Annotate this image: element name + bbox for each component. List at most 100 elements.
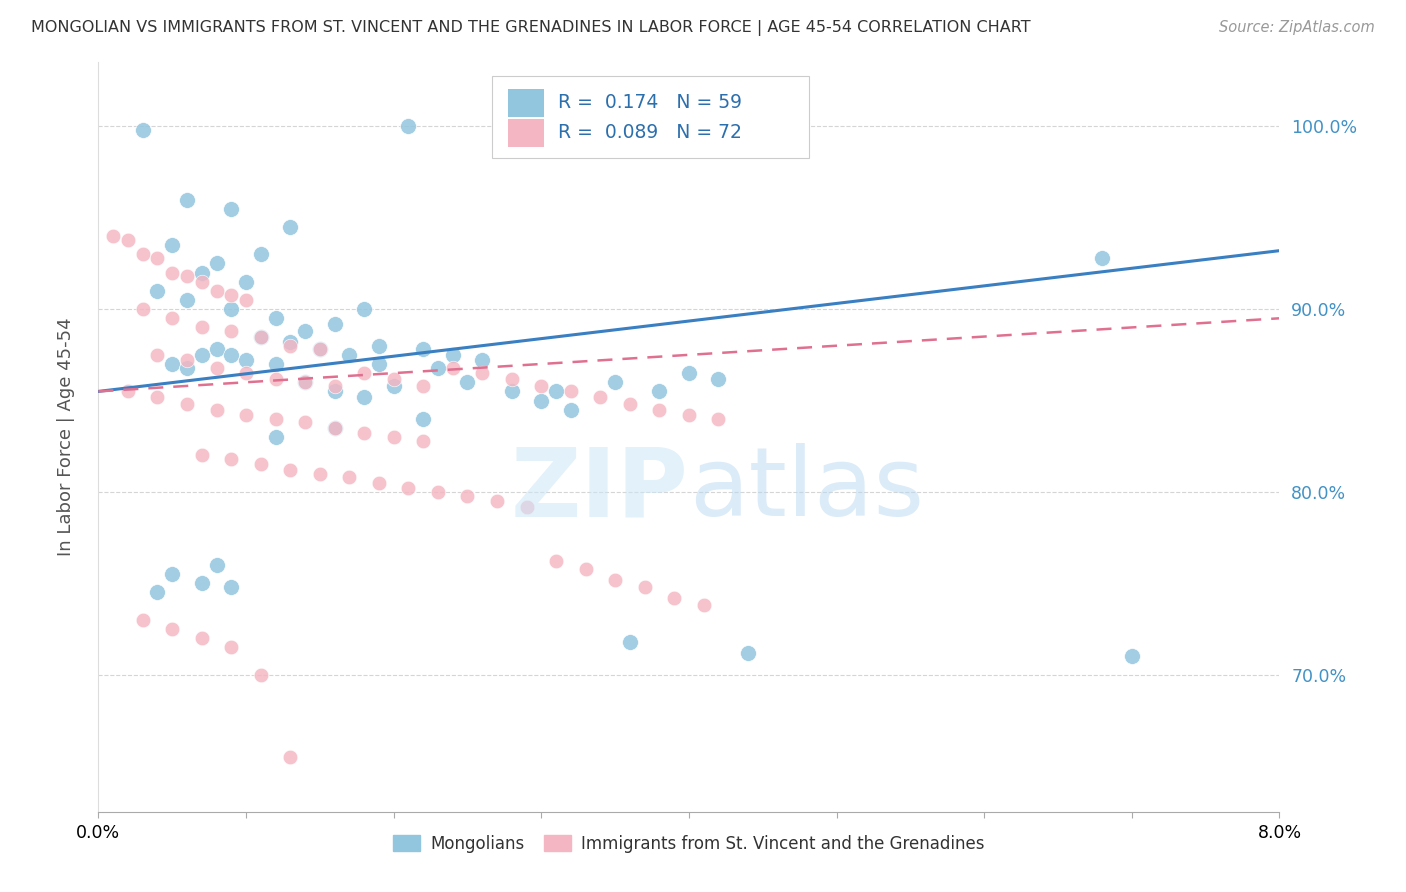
Point (221, 580, 243, 594)
FancyBboxPatch shape (508, 88, 544, 117)
Point (368, 357, 391, 371)
Point (457, 376, 479, 390)
Point (235, 408, 257, 422)
Point (634, 580, 657, 594)
Point (693, 598, 716, 612)
Point (294, 376, 316, 390)
Point (648, 384, 671, 399)
Point (132, 302, 155, 317)
Point (398, 120, 420, 134)
Point (176, 353, 198, 368)
Point (530, 393, 553, 408)
Point (191, 348, 214, 362)
Point (605, 573, 627, 587)
Point (191, 320, 214, 334)
Point (353, 302, 375, 317)
Point (221, 287, 243, 301)
Point (309, 343, 332, 357)
Point (501, 371, 523, 385)
Point (560, 402, 582, 417)
Text: Source: ZipAtlas.com: Source: ZipAtlas.com (1219, 20, 1375, 35)
Point (162, 357, 183, 371)
Point (323, 384, 346, 399)
Text: MONGOLIAN VS IMMIGRANTS FROM ST. VINCENT AND THE GRENADINES IN LABOR FORCE | AGE: MONGOLIAN VS IMMIGRANTS FROM ST. VINCENT… (31, 20, 1031, 36)
Y-axis label: In Labor Force | Age 45-54: In Labor Force | Age 45-54 (56, 318, 75, 557)
Point (176, 293, 198, 307)
Point (146, 585, 169, 599)
Point (457, 489, 479, 503)
Point (323, 421, 346, 435)
Point (441, 348, 464, 362)
Point (221, 324, 243, 338)
Point (309, 343, 332, 357)
Point (280, 219, 302, 234)
Point (280, 339, 302, 353)
Point (162, 266, 183, 280)
Point (132, 613, 155, 627)
Point (1091, 251, 1114, 265)
Point (323, 421, 346, 435)
Text: R =  0.089   N = 72: R = 0.089 N = 72 (558, 123, 742, 143)
Text: ZIP: ZIP (510, 443, 689, 536)
Point (191, 448, 214, 462)
Point (339, 470, 361, 484)
Point (176, 269, 198, 284)
Point (250, 247, 273, 261)
Point (412, 412, 434, 426)
Text: atlas: atlas (689, 443, 924, 536)
Point (146, 390, 169, 404)
Point (648, 402, 671, 417)
Point (117, 233, 139, 247)
Point (589, 390, 612, 404)
Point (264, 430, 287, 444)
Point (339, 348, 361, 362)
Point (294, 416, 316, 430)
Point (678, 408, 700, 422)
Point (117, 384, 139, 399)
Point (353, 426, 375, 441)
Point (162, 311, 183, 326)
Point (221, 348, 243, 362)
Point (1121, 649, 1143, 664)
Text: R =  0.174   N = 59: R = 0.174 N = 59 (558, 94, 742, 112)
Point (264, 371, 287, 385)
Point (162, 238, 183, 252)
Point (264, 311, 287, 326)
Point (546, 384, 568, 399)
Legend: Mongolians, Immigrants from St. Vincent and the Grenadines: Mongolians, Immigrants from St. Vincent … (387, 829, 991, 860)
Point (205, 558, 228, 572)
Point (382, 371, 405, 385)
Point (205, 284, 228, 298)
Point (323, 317, 346, 331)
Point (427, 484, 450, 499)
Point (353, 366, 375, 380)
Point (264, 357, 287, 371)
Point (264, 412, 287, 426)
Point (412, 434, 434, 448)
Point (280, 750, 302, 764)
Point (309, 467, 332, 481)
Point (280, 463, 302, 477)
Point (294, 324, 316, 338)
Point (146, 251, 169, 265)
Point (235, 293, 257, 307)
Point (605, 376, 627, 390)
Point (191, 576, 214, 591)
Point (368, 475, 391, 490)
Point (205, 360, 228, 375)
Point (250, 458, 273, 472)
Point (205, 343, 228, 357)
Point (546, 554, 568, 568)
Point (221, 640, 243, 655)
Point (575, 562, 598, 576)
Point (486, 494, 509, 508)
Point (382, 379, 405, 393)
Point (368, 339, 391, 353)
Point (191, 275, 214, 289)
Point (205, 402, 228, 417)
Point (250, 329, 273, 343)
Point (176, 397, 198, 411)
Point (619, 634, 641, 648)
Point (132, 123, 155, 137)
Point (294, 376, 316, 390)
